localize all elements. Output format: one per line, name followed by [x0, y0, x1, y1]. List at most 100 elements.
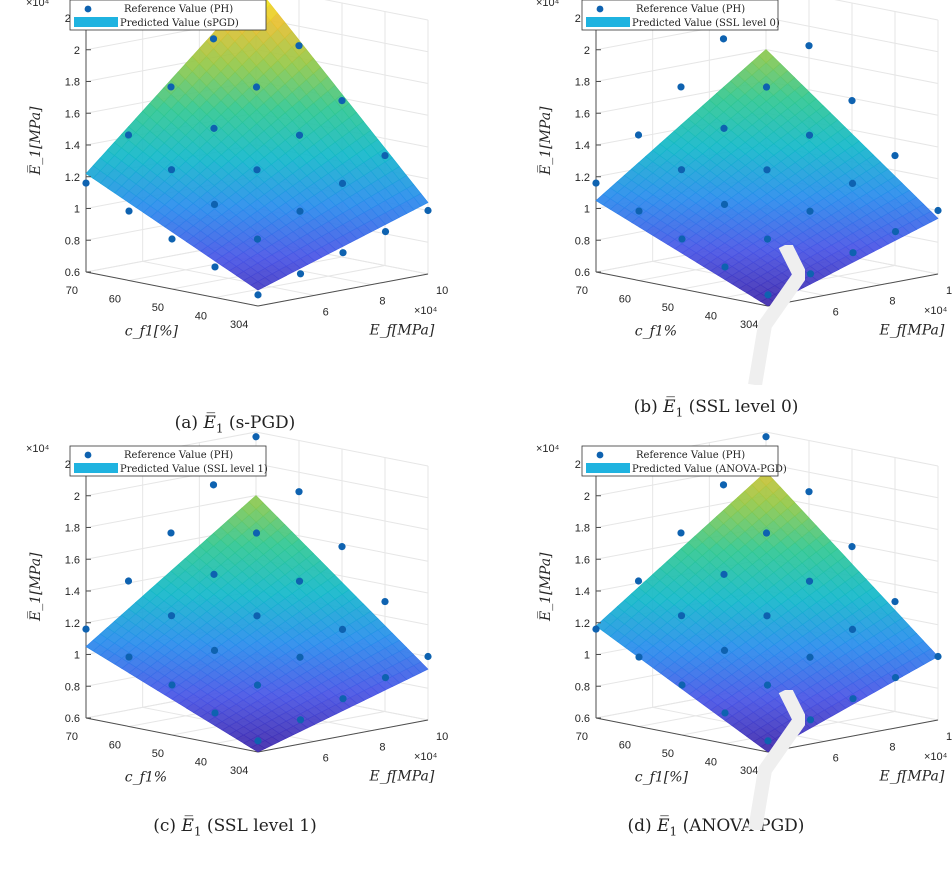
reference-point [677, 166, 686, 174]
x-tick-label: 6 [833, 752, 839, 764]
y-tick-label: 70 [576, 285, 588, 297]
z-tick-label: 1.4 [65, 586, 80, 598]
reference-point [210, 646, 219, 655]
z-tick-label: 1.8 [575, 523, 590, 535]
reference-point [848, 179, 857, 188]
reference-point [805, 131, 814, 139]
caption-prefix: (d) [627, 816, 658, 836]
z-tick-label: 1.8 [65, 77, 80, 89]
reference-point [721, 709, 729, 717]
reference-point [124, 577, 133, 585]
x-tick-label: 304 [230, 319, 248, 331]
reference-point [763, 235, 772, 243]
y-axis-label: c_f1% [635, 324, 677, 340]
reference-point [296, 716, 305, 724]
reference-point [764, 291, 772, 299]
z-tick-label: 1.6 [575, 108, 590, 120]
reference-point [891, 227, 900, 236]
reference-point [848, 97, 856, 105]
caption-subscript: 1 [215, 421, 224, 436]
z-exponent: ×10⁴ [536, 443, 560, 455]
reference-point [124, 131, 133, 139]
reference-point [253, 612, 261, 620]
y-tick-label: 40 [195, 311, 207, 323]
z-tick-label: 0.6 [575, 713, 590, 725]
reference-point [764, 737, 772, 745]
reference-point [253, 681, 262, 689]
reference-point [719, 481, 728, 489]
y-tick-label: 60 [619, 294, 631, 306]
z-axis-label: E̅_1[MPa] [25, 106, 44, 176]
reference-point [934, 206, 942, 215]
y-tick-label: 70 [576, 731, 588, 743]
y-axis-label: c_f1% [125, 770, 167, 786]
z-tick-label: 1.2 [65, 172, 80, 184]
reference-point [252, 433, 260, 441]
z-tick-label: 2 [74, 45, 80, 57]
surface-plot-b: 0.60.811.21.41.61.822.2×10⁴3046810×10⁴40… [535, 0, 952, 340]
x-tick-label: 8 [379, 296, 385, 308]
reference-point [762, 433, 770, 441]
reference-point [381, 151, 389, 160]
caption-d: (d) E̅1 (ANOVA-PGD) [480, 816, 952, 838]
x-tick-label: 8 [379, 742, 385, 754]
reference-point [762, 529, 771, 537]
z-tick-label: 1 [74, 204, 80, 216]
reference-point [634, 577, 643, 585]
z-exponent: ×10⁴ [536, 0, 560, 9]
reference-point [592, 179, 600, 187]
x-exponent: ×10⁴ [924, 751, 948, 763]
x-tick-label: 8 [889, 296, 895, 308]
reference-point [678, 235, 686, 243]
legend-label-reference: Reference Value (PH) [124, 4, 233, 15]
reference-point [167, 83, 175, 91]
z-tick-label: 2 [74, 491, 80, 503]
reference-point [295, 42, 303, 50]
x-axis-label: E_f[MPa] [879, 322, 945, 338]
caption-suffix: (SSL level 0) [683, 397, 799, 417]
caption-prefix: (b) [633, 397, 664, 417]
z-tick-label: 1.6 [65, 554, 80, 566]
reference-point [168, 235, 176, 243]
caption-subscript: 1 [669, 824, 678, 839]
x-tick-label: 304 [740, 765, 758, 777]
reference-points [82, 433, 432, 745]
reference-point [891, 151, 899, 160]
caption-suffix: (s-PGD) [223, 413, 296, 433]
caption-prefix: (a) [174, 413, 204, 433]
chart-panel-b: 0.60.811.21.41.61.822.2×10⁴3046810×10⁴40… [510, 0, 952, 380]
z-axis-label: E̅_1[MPa] [535, 552, 554, 622]
x-tick-label: 304 [740, 319, 758, 331]
reference-point [167, 166, 176, 174]
reference-point [381, 227, 390, 236]
z-exponent: ×10⁴ [26, 0, 50, 9]
reference-point [635, 207, 643, 215]
caption-a: (a) E̅1 (s-PGD) [0, 413, 470, 435]
reference-point [168, 681, 176, 689]
chart-panel-a: 0.60.811.21.41.61.822.2×10⁴3046810×10⁴40… [0, 0, 448, 380]
reference-point [805, 577, 814, 585]
legend-marker-reference [84, 451, 92, 459]
z-tick-label: 0.6 [575, 267, 590, 279]
reference-point [762, 83, 771, 91]
y-tick-label: 50 [662, 748, 674, 760]
reference-point [125, 653, 133, 661]
x-tick-label: 6 [323, 752, 329, 764]
z-tick-label: 0.8 [65, 235, 80, 247]
reference-point [253, 166, 261, 174]
reference-point [82, 625, 90, 633]
reference-point [211, 263, 219, 271]
z-tick-label: 1.2 [65, 618, 80, 630]
reference-point [677, 529, 685, 537]
reference-point [338, 179, 347, 188]
reference-point [635, 653, 643, 661]
legend-patch-predicted [74, 17, 118, 27]
caption-variable: E̅ [181, 816, 194, 836]
x-axis-label: E_f[MPa] [879, 768, 945, 784]
x-tick-label: 8 [889, 742, 895, 754]
x-axis-label: E_f[MPa] [369, 322, 435, 338]
reference-point [720, 200, 729, 209]
reference-point [763, 612, 771, 620]
reference-point [210, 124, 218, 132]
reference-point [719, 35, 728, 43]
